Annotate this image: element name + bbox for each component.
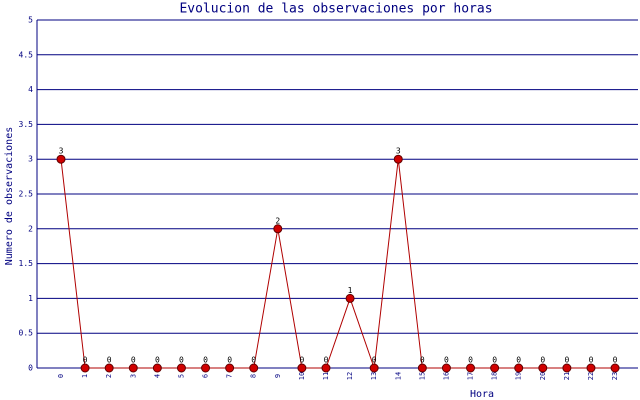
- x-tick-label: 3: [129, 374, 137, 378]
- data-point: [273, 224, 283, 234]
- y-tick-label: 2: [28, 224, 33, 233]
- x-tick-label: 7: [226, 374, 234, 378]
- data-point: [128, 363, 138, 373]
- data-point: [104, 363, 114, 373]
- x-tick-label: 12: [346, 372, 354, 380]
- data-label: 0: [492, 356, 497, 365]
- x-tick-label: 6: [202, 374, 210, 378]
- x-tick-label: 14: [394, 372, 402, 380]
- data-label: 0: [324, 356, 329, 365]
- data-label: 0: [227, 356, 232, 365]
- data-label: 0: [372, 356, 377, 365]
- data-point: [345, 293, 355, 303]
- data-point: [417, 363, 427, 373]
- data-point: [610, 363, 620, 373]
- data-point: [80, 363, 90, 373]
- data-point: [466, 363, 476, 373]
- data-label: 3: [59, 147, 64, 156]
- data-label: 0: [613, 356, 618, 365]
- y-tick-label: 5: [28, 16, 33, 25]
- x-tick-label: 20: [539, 372, 547, 380]
- data-point: [393, 154, 403, 164]
- data-point: [297, 363, 307, 373]
- x-tick-label: 15: [418, 372, 426, 380]
- x-tick-label: 8: [250, 374, 258, 378]
- data-label: 0: [420, 356, 425, 365]
- data-label: 0: [179, 356, 184, 365]
- y-axis-label: Numero de observaciones: [4, 127, 15, 265]
- data-label: 0: [251, 356, 256, 365]
- data-point: [538, 363, 548, 373]
- data-point: [369, 363, 379, 373]
- y-tick-label: 2.5: [19, 190, 34, 199]
- data-label: 0: [131, 356, 136, 365]
- data-label: 1: [348, 286, 353, 295]
- data-label: 2: [275, 216, 280, 225]
- x-tick-label: 9: [274, 374, 282, 378]
- y-tick-label: 1.5: [19, 259, 34, 268]
- data-point: [56, 154, 66, 164]
- y-tick-label: 4: [28, 85, 33, 94]
- x-tick-label: 23: [611, 372, 619, 380]
- data-label: 0: [516, 356, 521, 365]
- data-label: 0: [203, 356, 208, 365]
- x-tick-label: 10: [298, 372, 306, 380]
- data-label: 0: [444, 356, 449, 365]
- x-tick-label: 19: [515, 372, 523, 380]
- data-point: [176, 363, 186, 373]
- data-point: [514, 363, 524, 373]
- x-tick-label: 11: [322, 372, 330, 380]
- y-tick-label: 1: [28, 294, 33, 303]
- x-tick-label: 17: [467, 372, 475, 380]
- x-tick-label: 16: [442, 372, 450, 380]
- y-tick-label: 0.5: [19, 329, 34, 338]
- data-point: [562, 363, 572, 373]
- data-label: 0: [107, 356, 112, 365]
- data-label: 0: [299, 356, 304, 365]
- y-tick-label: 3.5: [19, 120, 34, 129]
- data-point: [586, 363, 596, 373]
- x-tick-label: 0: [57, 374, 65, 378]
- data-label: 0: [468, 356, 473, 365]
- x-axis-label: Hora: [470, 389, 494, 400]
- data-label: 0: [155, 356, 160, 365]
- x-tick-label: 2: [105, 374, 113, 378]
- data-point: [249, 363, 259, 373]
- data-label: 0: [589, 356, 594, 365]
- x-tick-label: 4: [153, 374, 161, 378]
- x-tick-label: 5: [177, 374, 185, 378]
- data-point: [201, 363, 211, 373]
- x-tick-label: 1: [81, 374, 89, 378]
- x-tick-label: 22: [587, 372, 595, 380]
- data-point: [490, 363, 500, 373]
- chart-title: Evolucion de las observaciones por horas: [179, 2, 492, 17]
- y-tick-label: 4.5: [19, 50, 34, 59]
- x-tick-label: 13: [370, 372, 378, 380]
- data-point: [441, 363, 451, 373]
- data-label: 3: [396, 147, 401, 156]
- y-tick-label: 0: [28, 364, 33, 373]
- data-point: [152, 363, 162, 373]
- y-tick-label: 3: [28, 155, 33, 164]
- x-tick-label: 21: [563, 372, 571, 380]
- x-tick-label: 18: [491, 372, 499, 380]
- data-label: 0: [83, 356, 88, 365]
- data-label: 0: [540, 356, 545, 365]
- data-point: [225, 363, 235, 373]
- data-point: [321, 363, 331, 373]
- data-label: 0: [564, 356, 569, 365]
